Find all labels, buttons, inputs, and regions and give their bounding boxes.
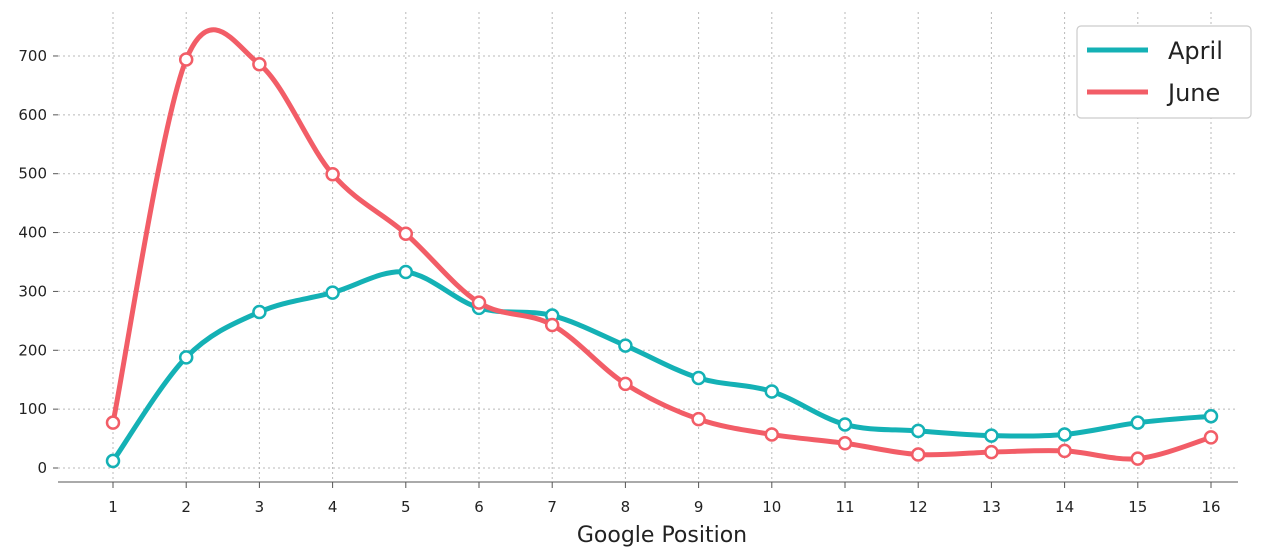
x-tick-label: 14 [1055, 498, 1074, 516]
x-tick-label: 5 [401, 498, 411, 516]
data-point-april [764, 384, 780, 399]
x-tick-label: 2 [181, 498, 191, 516]
x-tick-label: 11 [835, 498, 854, 516]
data-point-june [471, 295, 487, 310]
y-tick-label: 600 [18, 106, 47, 124]
legend-item-june: June [1087, 79, 1220, 107]
x-axis-title: Google Position [577, 523, 747, 548]
series-april [105, 264, 1219, 469]
y-tick-label: 0 [37, 459, 47, 477]
data-point-june [837, 436, 853, 451]
y-tick-label: 100 [18, 400, 47, 418]
x-tick-label: 3 [255, 498, 265, 516]
x-tick-label: 4 [328, 498, 338, 516]
legend-box [1076, 25, 1252, 119]
data-point-june [691, 411, 706, 427]
data-point-april [1130, 415, 1146, 430]
data-point-june [398, 226, 414, 241]
legend-item-april: April [1087, 37, 1223, 65]
y-tick-label: 300 [18, 282, 47, 300]
series-june [105, 27, 1219, 466]
data-point-april [1057, 427, 1072, 442]
grid [58, 12, 1238, 482]
x-tick-label: 10 [762, 498, 781, 516]
data-point-june [764, 427, 780, 442]
x-tick-label: 15 [1128, 498, 1147, 516]
data-point-april [837, 417, 853, 432]
data-point-june [984, 444, 999, 460]
series-line-april [110, 269, 1214, 464]
y-tick-label: 700 [18, 47, 47, 65]
data-point-june [544, 317, 560, 333]
data-point-april [910, 423, 926, 439]
series-layer [105, 27, 1219, 469]
data-point-june [252, 56, 267, 72]
data-point-june [1203, 430, 1219, 445]
data-point-april [691, 370, 706, 386]
data-point-june [618, 376, 633, 392]
x-tick-label: 6 [474, 498, 484, 516]
data-point-april [105, 453, 121, 469]
data-point-june [105, 415, 121, 430]
x-tick-label: 13 [982, 498, 1001, 516]
series-line-june [110, 27, 1214, 462]
y-tick-label: 500 [18, 165, 47, 183]
data-point-april [178, 350, 194, 365]
y-tick-label: 400 [18, 224, 47, 242]
data-point-april [252, 304, 267, 320]
x-tick-label: 8 [621, 498, 631, 516]
axes [58, 481, 1238, 483]
y-tick-label: 200 [18, 341, 47, 359]
legend-label-april: April [1168, 37, 1223, 65]
x-tick-label: 9 [694, 498, 704, 516]
x-tick-label: 16 [1201, 498, 1220, 516]
data-point-june [178, 52, 194, 67]
x-tick-label: 7 [547, 498, 557, 516]
y-ticks: 0 100 200 300 400 500 600 700 [18, 47, 58, 477]
data-point-april [325, 285, 340, 300]
data-point-april [398, 264, 414, 280]
legend: April June [1076, 25, 1252, 119]
data-point-june [910, 447, 926, 462]
data-point-april [618, 338, 633, 353]
data-point-april [1203, 408, 1219, 424]
data-point-april [984, 428, 999, 443]
x-tick-label: 1 [108, 498, 118, 516]
legend-label-june: June [1166, 79, 1220, 107]
data-point-june [1130, 451, 1146, 466]
x-tick-label: 12 [909, 498, 928, 516]
x-ticks: 1 2 3 4 5 6 7 8 9 10 11 12 13 14 15 16 [108, 482, 1221, 516]
data-point-june [325, 167, 340, 182]
data-point-june [1057, 443, 1072, 459]
